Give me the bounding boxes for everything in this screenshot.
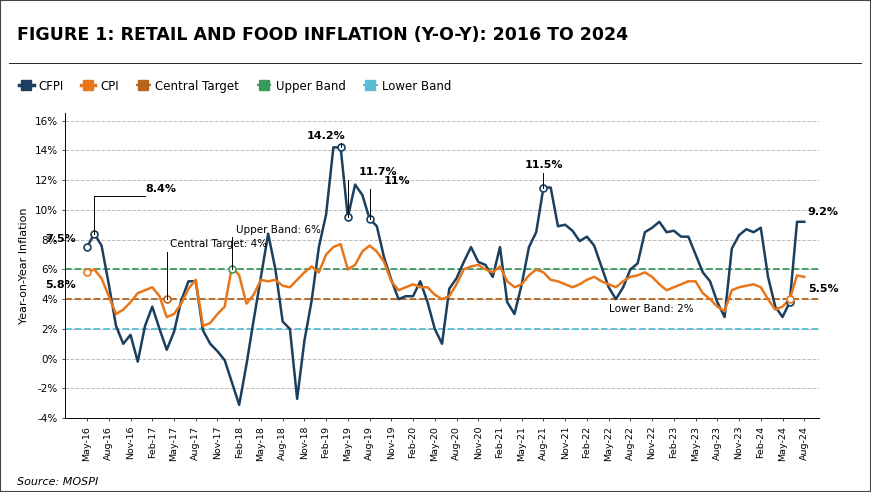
Text: FIGURE 1: RETAIL AND FOOD INFLATION (Y-O-Y): 2016 TO 2024: FIGURE 1: RETAIL AND FOOD INFLATION (Y-O… [17, 26, 628, 44]
Legend: CFPI, CPI, Central Target, Upper Band, Lower Band: CFPI, CPI, Central Target, Upper Band, L… [15, 75, 456, 97]
Text: 9.2%: 9.2% [808, 207, 839, 217]
Text: 8.4%: 8.4% [145, 184, 176, 193]
Text: 11%: 11% [384, 176, 411, 186]
Text: 14.2%: 14.2% [307, 131, 346, 141]
Text: 5.8%: 5.8% [45, 280, 76, 290]
Text: 7.5%: 7.5% [45, 234, 76, 244]
Text: Central Target: 4%: Central Target: 4% [171, 239, 267, 248]
Text: Source: MOSPI: Source: MOSPI [17, 477, 98, 487]
Text: 5.5%: 5.5% [808, 284, 839, 294]
Text: 11.5%: 11.5% [524, 160, 563, 170]
Text: Lower Band: 2%: Lower Band: 2% [609, 304, 693, 314]
Text: Upper Band: 6%: Upper Band: 6% [235, 225, 321, 235]
Y-axis label: Year-on-Year Inflation: Year-on-Year Inflation [19, 208, 29, 324]
Text: 11.7%: 11.7% [359, 167, 397, 177]
